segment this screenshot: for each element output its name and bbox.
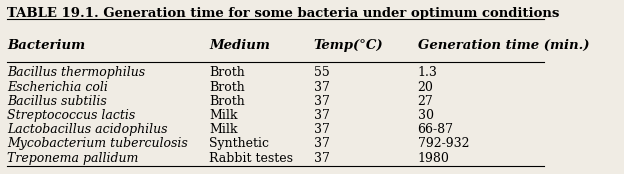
Text: Broth: Broth	[210, 81, 245, 94]
Text: Lactobacillus acidophilus: Lactobacillus acidophilus	[7, 123, 167, 136]
Text: Milk: Milk	[210, 109, 238, 122]
Text: 55: 55	[313, 66, 329, 80]
Text: Milk: Milk	[210, 123, 238, 136]
Text: Broth: Broth	[210, 66, 245, 80]
Text: Bacillus thermophilus: Bacillus thermophilus	[7, 66, 145, 80]
Text: Medium: Medium	[210, 39, 270, 52]
Text: 1980: 1980	[417, 152, 449, 165]
Text: Bacillus subtilis: Bacillus subtilis	[7, 95, 107, 108]
Text: Escherichia coli: Escherichia coli	[7, 81, 108, 94]
Text: 66-87: 66-87	[417, 123, 454, 136]
Text: TABLE 19.1. Generation time for some bacteria under optimum conditions: TABLE 19.1. Generation time for some bac…	[7, 7, 559, 19]
Text: Rabbit testes: Rabbit testes	[210, 152, 293, 165]
Text: Treponema pallidum: Treponema pallidum	[7, 152, 139, 165]
Text: 37: 37	[313, 152, 329, 165]
Text: Temp(°C): Temp(°C)	[313, 39, 383, 52]
Text: 37: 37	[313, 137, 329, 150]
Text: Bacterium: Bacterium	[7, 39, 85, 52]
Text: Broth: Broth	[210, 95, 245, 108]
Text: 37: 37	[313, 95, 329, 108]
Text: 37: 37	[313, 123, 329, 136]
Text: 37: 37	[313, 109, 329, 122]
Text: Streptococcus lactis: Streptococcus lactis	[7, 109, 135, 122]
Text: 20: 20	[417, 81, 434, 94]
Text: 30: 30	[417, 109, 434, 122]
Text: 27: 27	[417, 95, 433, 108]
Text: 1.3: 1.3	[417, 66, 437, 80]
Text: Generation time (min.): Generation time (min.)	[417, 39, 589, 52]
Text: 792-932: 792-932	[417, 137, 469, 150]
Text: Synthetic: Synthetic	[210, 137, 270, 150]
Text: 37: 37	[313, 81, 329, 94]
Text: Mycobacterium tuberculosis: Mycobacterium tuberculosis	[7, 137, 188, 150]
